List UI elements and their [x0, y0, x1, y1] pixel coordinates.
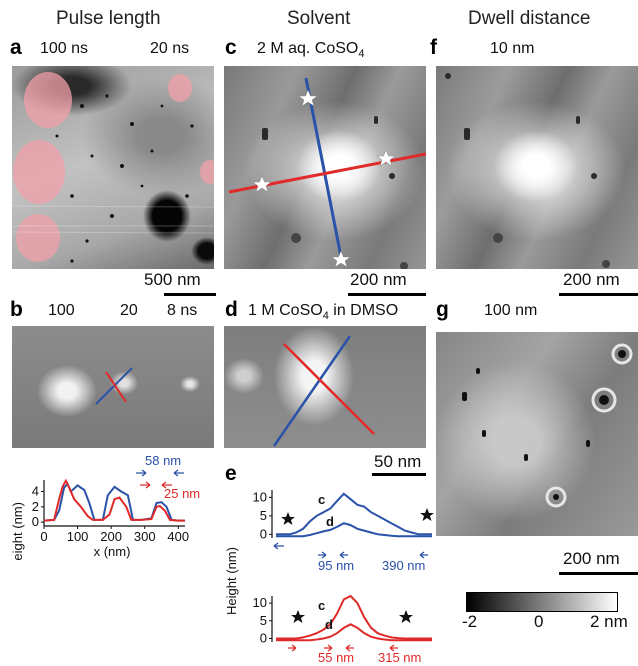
star-marker-c3	[376, 149, 396, 167]
chart-b-arrows	[136, 469, 184, 489]
chart-b-ylabel: Height (nm)	[10, 502, 25, 560]
chart-b-annotation-25nm: 25 nm	[164, 486, 200, 501]
star-marker-c1	[298, 89, 318, 107]
chart-b-ytick-label: 4	[32, 484, 39, 499]
chart-e-label-d-bottom: d	[325, 617, 333, 632]
panel-label-b: b	[10, 298, 23, 321]
scale-bar-g	[559, 572, 638, 575]
scale-bar-c	[348, 293, 426, 296]
panel-label-g: g	[436, 298, 449, 321]
chart-e-stars	[281, 508, 434, 623]
chart-e-label-c-top: c	[318, 492, 325, 507]
pulse-region-20ns-1	[168, 74, 192, 102]
afm-image-c	[224, 66, 426, 269]
afm-image-f	[436, 66, 638, 269]
chart-b: 0 100 200 300 400 024 Height (nm) x (nm) 58 n…	[10, 453, 200, 560]
scale-label-f: 200 nm	[563, 270, 620, 289]
column-header-solvent: Solvent	[287, 8, 351, 29]
panel-label-f: f	[430, 36, 437, 59]
chart-b-annotation-58nm: 58 nm	[145, 453, 181, 468]
panel-b-caption-100: 100	[48, 302, 75, 319]
profile-line-red-b	[105, 371, 127, 403]
pulse-region-20ns-2	[200, 160, 214, 184]
scale-label-a: 500 nm	[144, 270, 201, 289]
star-marker-c4	[331, 250, 351, 268]
chart-b-ytick-label: 0	[32, 514, 39, 529]
afm-image-g-overlay	[462, 343, 633, 508]
panel-g-caption: 100 nm	[484, 302, 538, 319]
chart-e-label-d-top: d	[326, 514, 334, 529]
chart-e-annotation-55nm: 55 nm	[318, 650, 354, 665]
afm-image-b-overlay	[95, 367, 133, 405]
afm-image-g	[436, 332, 638, 536]
afm-image-d	[224, 326, 426, 448]
chart-b-xlabel: x (nm)	[94, 544, 131, 559]
colorbar	[466, 592, 618, 612]
chart-b-xtick-label: 400	[167, 529, 189, 544]
chart-e-annotation-315nm: 315 nm	[378, 650, 421, 665]
column-header-dwell-distance: Dwell distance	[468, 8, 591, 29]
chart-b-ytick-label: 2	[32, 499, 39, 514]
chart-e-ytick-label: 10	[253, 489, 267, 504]
panel-d-caption: 1 M CoSO4 in DMSO	[248, 302, 399, 323]
pulse-region-100ns-1	[24, 72, 72, 128]
pulse-region-100ns-2	[13, 140, 65, 204]
panel-label-a: a	[10, 36, 22, 59]
panel-a-caption-left: 100 ns	[40, 40, 89, 57]
panel-label-e: e	[225, 462, 237, 485]
afm-image-f-overlay	[445, 73, 610, 268]
chart-e-ytick-label: 5	[260, 613, 267, 628]
panel-a-caption-right: 20 ns	[150, 40, 190, 57]
chart-e-plot0-series-d	[276, 522, 432, 538]
panel-b-caption-8ns: 8 ns	[167, 302, 198, 319]
scale-label-c: 200 nm	[350, 270, 407, 289]
chart-e-arrows	[273, 542, 428, 652]
chart-e-plot1-series-c	[276, 594, 432, 640]
colorbar-tick-min: -2	[462, 612, 478, 631]
profile-line-blue-d	[272, 335, 352, 447]
chart-e-ytick-label: 0	[260, 630, 267, 645]
star-marker-c2	[252, 175, 272, 193]
chart-e-annotation-390nm: 390 nm	[382, 558, 425, 573]
chart-e-label-c-bottom: c	[318, 598, 325, 613]
chart-b-xtick-label: 200	[100, 529, 122, 544]
scale-bar-a	[164, 293, 216, 296]
chart-b-series-1	[43, 478, 185, 522]
colorbar-tick-zero: 0	[534, 612, 544, 631]
panel-label-d: d	[225, 298, 238, 321]
scale-bar-f	[559, 293, 638, 296]
scale-bar-d	[372, 473, 426, 476]
chart-e: 0 5 10 0 5 10 Height (nm) c d c d 95 nm 390 n…	[224, 489, 434, 665]
chart-e-ytick-label: 10	[253, 595, 267, 610]
chart-e-ytick-label: 0	[260, 526, 267, 541]
panel-label-c: c	[225, 36, 237, 59]
scale-label-g: 200 nm	[563, 549, 620, 568]
afm-image-a	[12, 66, 214, 269]
chart-e-ytick-label: 5	[260, 508, 267, 523]
chart-b-xtick-label: 300	[134, 529, 156, 544]
profile-line-red-d	[283, 343, 375, 435]
chart-e-plot0-series-c	[276, 492, 432, 536]
panel-f-caption: 10 nm	[490, 40, 535, 57]
column-header-pulse-length: Pulse length	[56, 8, 161, 29]
panel-b-caption-20: 20	[120, 302, 138, 319]
colorbar-tick-max: 2 nm	[590, 612, 628, 631]
profile-line-blue-b	[95, 367, 133, 405]
pulse-region-100ns-3	[16, 214, 60, 262]
scale-label-d: 50 nm	[374, 452, 422, 471]
profile-line-blue-c	[304, 77, 344, 263]
panel-c-caption: 2 M aq. CoSO4	[257, 40, 365, 61]
chart-b-xtick-label: 100	[67, 529, 89, 544]
chart-e-plot1-series-d	[276, 623, 432, 642]
afm-image-a-overlay	[12, 72, 214, 263]
afm-image-d-overlay	[272, 335, 375, 447]
afm-image-c-overlay	[228, 77, 426, 269]
chart-e-ylabel: Height (nm)	[224, 547, 239, 615]
afm-image-b	[12, 326, 214, 448]
chart-b-xtick-label: 0	[40, 529, 47, 544]
chart-e-annotation-95nm: 95 nm	[318, 558, 354, 573]
